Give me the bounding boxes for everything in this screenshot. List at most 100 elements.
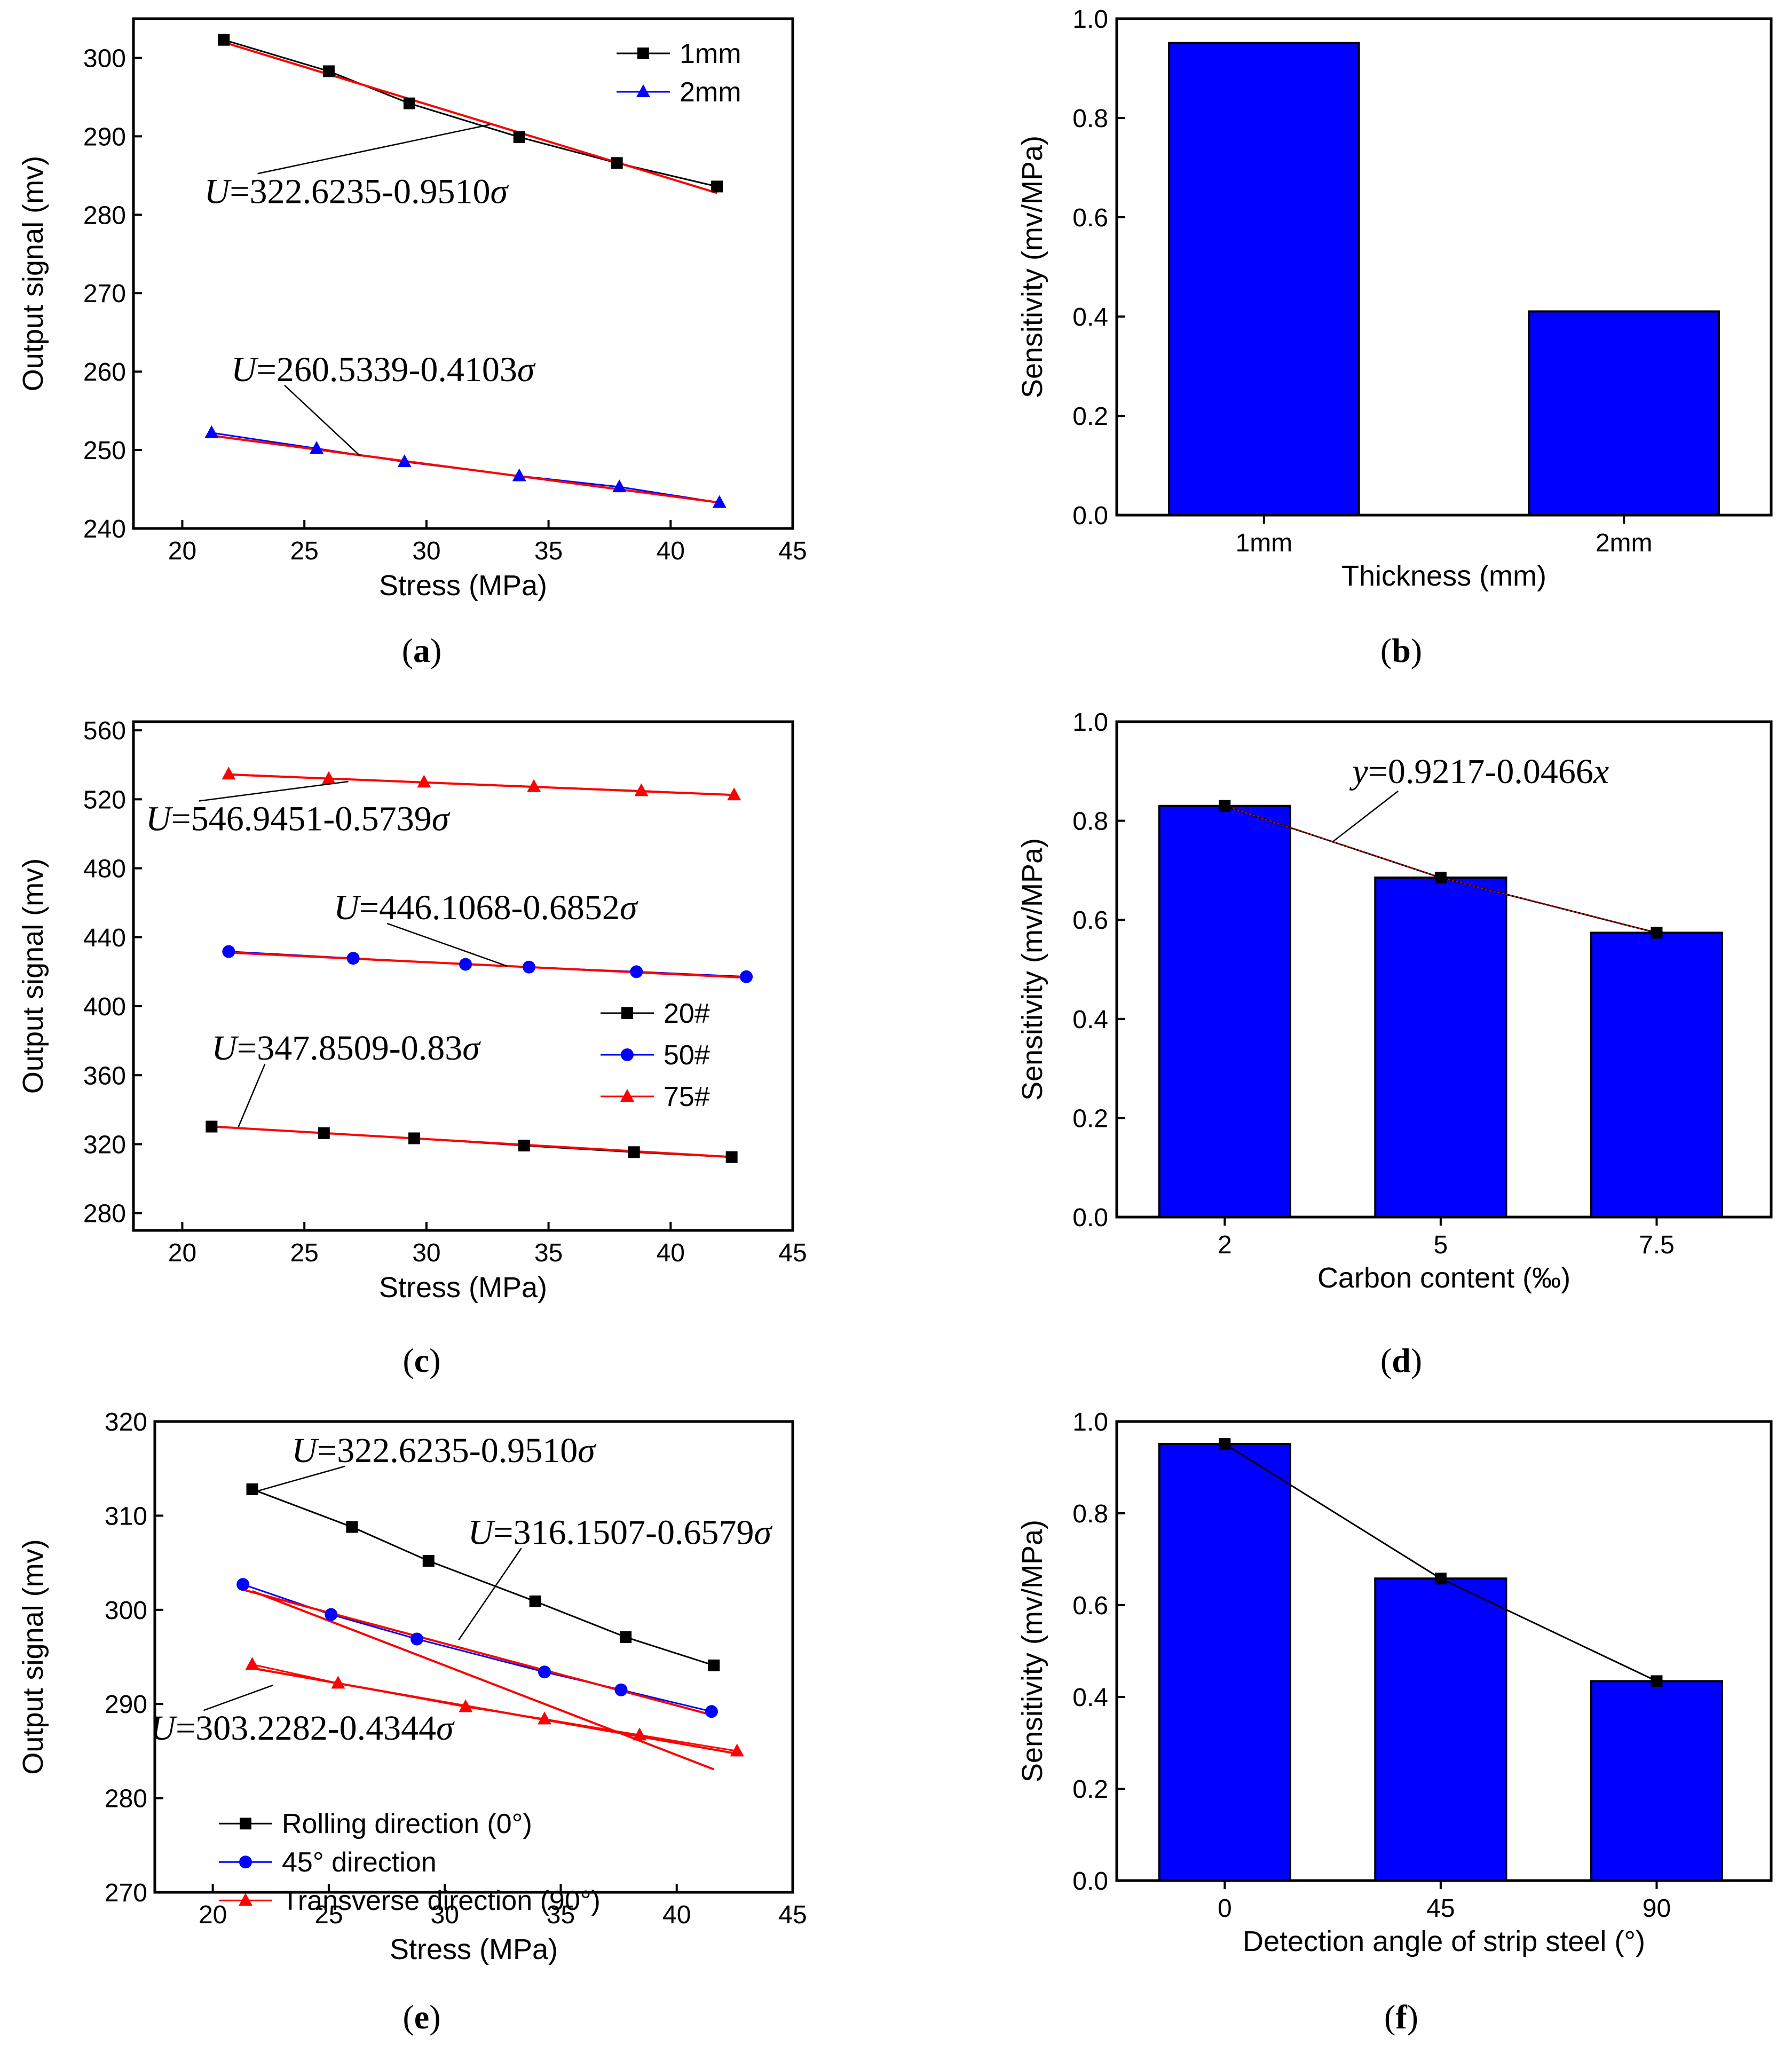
y-tick-label: 0.4 <box>1072 1006 1108 1034</box>
y-tick-label: 280 <box>83 1200 126 1228</box>
y-tick-label: 240 <box>83 515 126 543</box>
legend-label: 20# <box>664 998 710 1029</box>
data-point <box>712 495 727 508</box>
x-tick-label: 35 <box>534 537 563 565</box>
fit-line <box>228 951 747 979</box>
data-point <box>236 1578 250 1591</box>
x-axis-label: Stress (MPa) <box>379 570 547 602</box>
y-tick-label: 0.6 <box>1072 204 1108 232</box>
x-tick-label: 40 <box>657 1239 685 1267</box>
legend-marker <box>621 1048 634 1061</box>
overlay-point <box>1219 800 1231 812</box>
data-point <box>321 771 336 784</box>
data-point <box>459 958 472 971</box>
data-point <box>725 1151 738 1163</box>
y-tick-label: 0.6 <box>1072 906 1108 935</box>
y-axis-label: Sensitivity (mv/MPa) <box>1016 136 1048 398</box>
bar <box>1528 310 1720 517</box>
annotation-leader <box>386 922 508 967</box>
x-tick-label: 30 <box>412 537 440 565</box>
chart-panel-c: 20 25 30 35 40 45 280 320 360 400 440 480 520 560 Stre… <box>17 717 807 1379</box>
data-point <box>614 1683 628 1696</box>
overlay-point <box>1434 1573 1447 1585</box>
data-point <box>204 425 219 438</box>
fit-equation-label: U=347.8509-0.83σ <box>211 1029 481 1068</box>
data-point <box>705 1705 718 1718</box>
data-point <box>245 1657 259 1670</box>
y-tick-label: 310 <box>105 1502 147 1530</box>
annotation-leader <box>1332 791 1399 842</box>
y-tick-label: 320 <box>105 1408 147 1436</box>
legend: 20# 50# 75# <box>601 998 710 1112</box>
x-tick-label: 90 <box>1643 1894 1671 1923</box>
y-tick-label: 520 <box>83 786 126 814</box>
x-axis-label: Detection angle of strip steel (°) <box>1243 1925 1645 1957</box>
bar <box>1158 1443 1291 1882</box>
panel-label: (e) <box>402 1998 440 2036</box>
data-point <box>331 1676 345 1689</box>
fit-equation-label: U=316.1507-0.6579σ <box>468 1513 773 1552</box>
data-point <box>512 468 526 481</box>
x-tick-label: 25 <box>290 537 318 565</box>
x-tick-label: 35 <box>547 1901 575 1929</box>
fit-equation-label: U=303.2282-0.4344σ <box>150 1709 455 1748</box>
fit-equation-label: U=546.9451-0.5739σ <box>146 800 451 839</box>
x-axis-label: Thickness (mm) <box>1341 560 1546 592</box>
y-axis-label: Output signal (mv) <box>17 156 49 391</box>
overlay-point <box>1651 927 1663 939</box>
fit-line <box>228 773 735 796</box>
data-point <box>633 1727 647 1741</box>
data-point <box>206 1120 218 1133</box>
x-tick-label: 30 <box>430 1901 459 1929</box>
bar <box>1590 1680 1724 1882</box>
data-point <box>246 1483 258 1496</box>
panel-label: (b) <box>1380 631 1422 669</box>
y-tick-label: 1.0 <box>1072 708 1108 737</box>
fit-equation-label: U=446.1068-0.6852σ <box>334 888 638 927</box>
data-point <box>410 1632 424 1646</box>
data-point <box>527 779 541 792</box>
annotation-leader <box>203 1684 274 1711</box>
annotation-leader <box>199 780 349 802</box>
data-point <box>620 1631 632 1643</box>
data-point <box>711 180 723 193</box>
y-tick-label: 0.2 <box>1072 1775 1108 1804</box>
data-point <box>730 1743 744 1757</box>
y-tick-label: 0.8 <box>1072 808 1108 836</box>
legend-marker <box>620 1088 634 1102</box>
y-tick-label: 270 <box>105 1879 147 1907</box>
y-tick-label: 480 <box>83 855 126 883</box>
x-tick-label: 5 <box>1434 1231 1448 1259</box>
y-tick-label: 250 <box>83 437 126 465</box>
y-tick-label: 0.2 <box>1072 1104 1108 1133</box>
data-point <box>523 960 535 974</box>
data-point <box>222 767 236 780</box>
y-tick-label: 270 <box>83 280 126 308</box>
x-tick-label: 1mm <box>1236 529 1293 557</box>
x-tick-label: 20 <box>168 1239 196 1267</box>
fit-line <box>211 1125 732 1158</box>
y-tick-label: 280 <box>105 1785 147 1813</box>
fit-equation-label: U=322.6235-0.9510σ <box>204 172 509 211</box>
y-tick-label: 0.0 <box>1072 502 1108 530</box>
y-tick-label: 0.6 <box>1072 1592 1108 1620</box>
bar <box>1158 804 1291 1218</box>
x-tick-label: 7.5 <box>1639 1231 1675 1259</box>
y-tick-label: 0.0 <box>1072 1204 1108 1232</box>
overlay-point <box>1434 872 1447 884</box>
legend-label: 75# <box>664 1081 710 1112</box>
legend-marker <box>240 1818 251 1830</box>
data-point <box>397 454 412 468</box>
legend-marker <box>636 84 650 97</box>
data-point <box>708 1659 720 1671</box>
fit-line <box>252 1667 738 1755</box>
y-axis-label: Sensitivity (mv/MPa) <box>1016 1520 1048 1782</box>
x-tick-label: 40 <box>657 537 685 565</box>
y-tick-label: 440 <box>83 924 126 952</box>
legend: Rolling direction (0°) 45° direction Trans… <box>219 1809 601 1916</box>
y-axis-label: Sensitivity (mv/MPa) <box>1016 838 1048 1101</box>
y-tick-label: 290 <box>105 1691 147 1719</box>
panel-label: (d) <box>1380 1341 1422 1379</box>
